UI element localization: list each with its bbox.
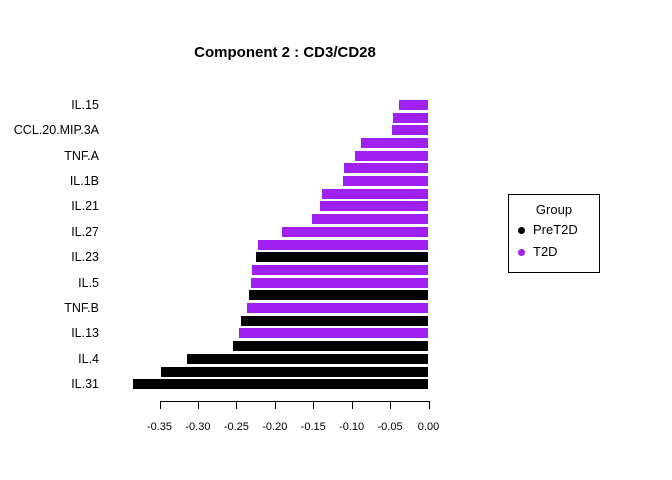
y-axis-label: IL.1B <box>69 174 99 188</box>
x-axis-tick-label: 0.00 <box>417 421 440 433</box>
bar-IL.21 <box>320 201 429 212</box>
bar-unlabeled-18 <box>240 315 429 326</box>
bar-IL.15 <box>399 99 429 110</box>
bar-CCL.20.MIP.3A <box>391 125 429 136</box>
bar-IL.13 <box>239 328 429 339</box>
legend-item-t2d: T2D <box>509 241 599 263</box>
pret2d-dot-icon <box>518 226 525 234</box>
y-axis-label: CCL.20.MIP.3A <box>13 123 99 138</box>
bar-unlabeled-12 <box>257 239 429 250</box>
x-axis-tick <box>390 400 392 409</box>
legend-title: Group <box>535 202 573 217</box>
bar-TNF.A <box>354 150 429 161</box>
y-axis-label: IL.15 <box>71 97 99 112</box>
bar-unlabeled-2 <box>393 112 429 123</box>
bar-unlabeled-14 <box>251 264 429 275</box>
bar-unlabeled-22 <box>161 366 429 377</box>
bar-unlabeled-20 <box>233 341 429 352</box>
chart-title: Component 2 : CD3/CD28 <box>194 44 376 61</box>
x-axis-tick-label: -0.20 <box>262 421 288 433</box>
legend-item-label: PreT2D <box>533 222 578 237</box>
x-axis-tick <box>236 400 238 409</box>
t2d-dot-icon <box>518 248 525 256</box>
x-axis-line <box>159 400 430 402</box>
bar-IL.1B <box>343 176 429 186</box>
bar-IL.5 <box>250 277 429 288</box>
y-axis-label: IL.4 <box>78 351 99 366</box>
x-axis-tick-label: -0.05 <box>377 421 403 433</box>
y-axis-label: IL.21 <box>71 199 99 214</box>
x-axis-tick-label: -0.30 <box>185 421 211 433</box>
bar-IL.27 <box>281 226 429 237</box>
y-axis-label: IL.13 <box>71 326 99 341</box>
y-axis-label: IL.31 <box>71 377 99 392</box>
y-axis-label: IL.5 <box>78 275 99 290</box>
bar-unlabeled-4 <box>360 137 429 148</box>
x-axis-tick-label: -0.15 <box>300 421 326 433</box>
bar-unlabeled-10 <box>312 214 429 225</box>
bar-IL.23 <box>256 252 429 263</box>
x-axis-tick-label: -0.25 <box>223 421 249 433</box>
bar-IL.4 <box>187 353 429 364</box>
x-axis-tick <box>428 400 430 409</box>
x-axis-tick <box>274 400 276 409</box>
y-axis-label: IL.23 <box>71 250 99 265</box>
legend-item-label: T2D <box>533 244 558 259</box>
bar-unlabeled-8 <box>321 188 429 199</box>
x-axis-tick <box>313 400 315 409</box>
bar-TNF.B <box>247 303 429 313</box>
x-axis-tick <box>159 400 161 409</box>
y-axis-label: TNF.A <box>64 148 99 163</box>
bar-unlabeled-16 <box>248 290 429 301</box>
x-axis-tick <box>351 400 353 409</box>
x-axis-tick-label: -0.10 <box>339 421 365 433</box>
bar-IL.31 <box>133 379 429 390</box>
y-axis-label: TNF.B <box>64 301 99 315</box>
legend-box: Group PreT2D T2D <box>508 194 600 273</box>
legend-item-pret2d: PreT2D <box>509 219 599 241</box>
bar-unlabeled-6 <box>343 163 429 174</box>
x-axis-tick-label: -0.35 <box>146 421 173 433</box>
x-axis-tick <box>197 400 199 409</box>
y-axis-label: IL.27 <box>71 224 99 239</box>
